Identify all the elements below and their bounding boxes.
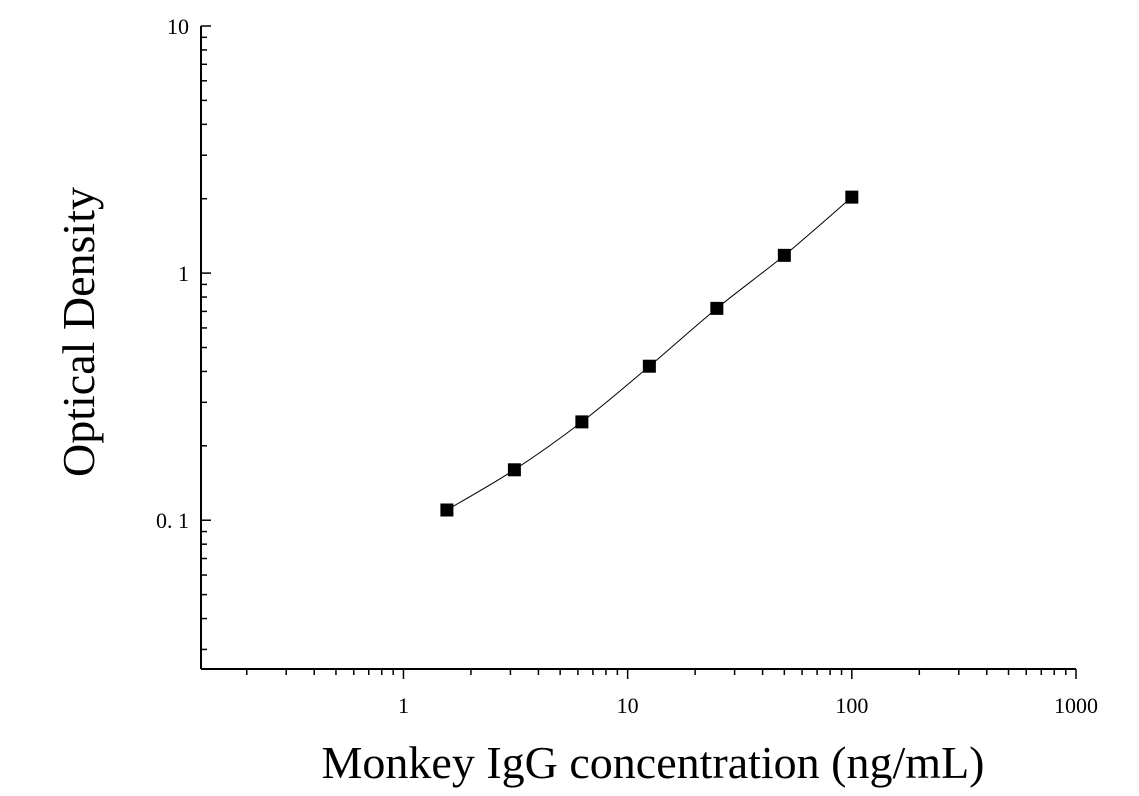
x-tick-label: 10 xyxy=(617,693,639,718)
data-point-marker xyxy=(440,503,454,517)
data-point-marker xyxy=(575,415,589,429)
y-tick-label: 10 xyxy=(167,14,189,39)
fit-curve xyxy=(446,196,853,511)
y-tick-label: 0. 1 xyxy=(156,508,189,533)
data-point-marker xyxy=(710,301,724,315)
data-point-marker xyxy=(507,463,521,477)
y-axis-tick-labels: 0. 1 1 10 xyxy=(156,14,189,533)
y-tick-label: 1 xyxy=(178,261,189,286)
data-point-marker xyxy=(642,359,656,373)
x-axis-tick-labels: 1 10 100 1000 xyxy=(398,693,1098,718)
y-axis-ticks xyxy=(201,25,211,651)
x-tick-label: 100 xyxy=(835,693,868,718)
x-tick-label: 1 xyxy=(398,693,409,718)
data-point-marker xyxy=(777,248,791,262)
plot-area: 1 10 100 1000 0. 1 1 10 xyxy=(156,14,1098,718)
series-layer xyxy=(440,190,859,517)
x-axis-title: Monkey IgG concentration (ng/mL) xyxy=(322,737,985,788)
data-point-marker xyxy=(845,190,859,204)
x-axis-ticks xyxy=(246,669,1077,679)
x-tick-label: 1000 xyxy=(1054,693,1098,718)
y-axis-title: Optical Density xyxy=(53,187,104,477)
